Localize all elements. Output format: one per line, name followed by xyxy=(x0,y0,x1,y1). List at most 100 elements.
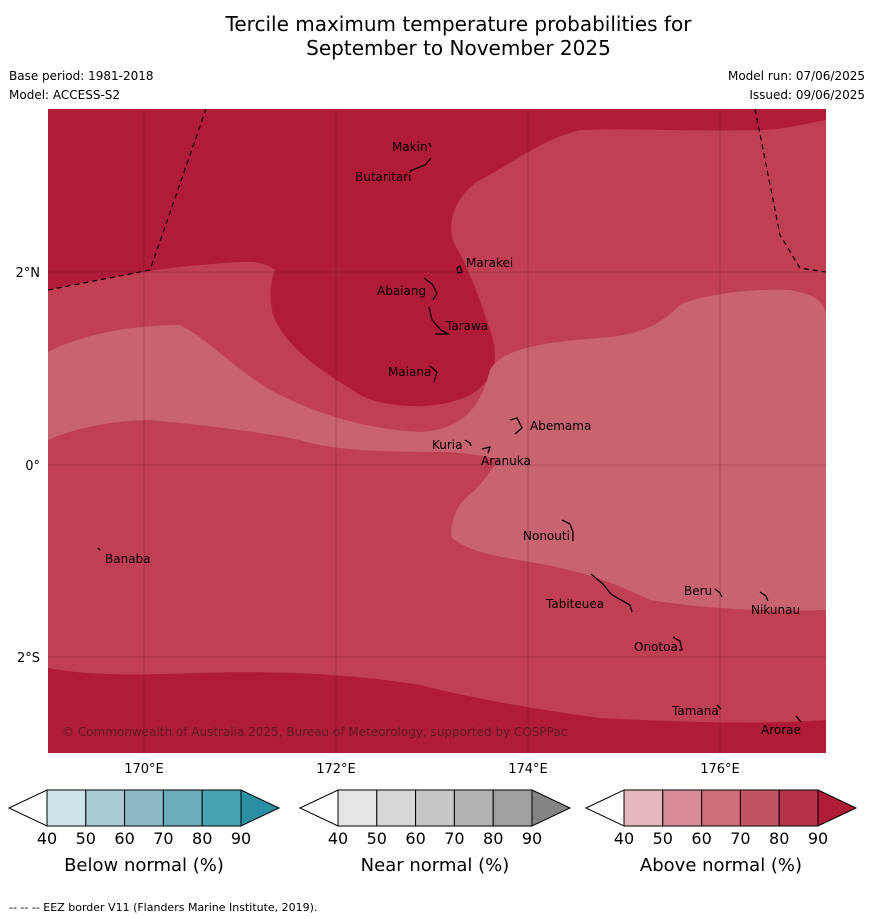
colorbar-swatch xyxy=(85,789,126,827)
label-nonouti: Nonouti xyxy=(523,529,570,543)
colorbar-swatch xyxy=(623,789,664,827)
label-aranuka: Aranuka xyxy=(481,454,531,468)
colorbar-tick: 60 xyxy=(691,829,711,848)
label-kuria: Kuria xyxy=(432,438,463,452)
colorbar-swatch xyxy=(415,789,455,827)
colorbar-tick: 80 xyxy=(192,829,212,848)
island-beru xyxy=(714,588,723,598)
colorbar-extend-low xyxy=(298,789,339,827)
colorbar-1: 40 50 60 70 80 90 Near normal (%) xyxy=(298,789,572,876)
colorbar-tick: 70 xyxy=(730,829,750,848)
label-arorae: Arorae xyxy=(761,723,801,737)
colorbar-swatch xyxy=(492,789,533,827)
label-marakei: Marakei xyxy=(466,256,513,270)
colorbar-tick: 60 xyxy=(405,829,425,848)
colorbar-swatch xyxy=(662,789,703,827)
colorbar-tick: 70 xyxy=(444,829,464,848)
lon-tick-174: 174°E xyxy=(508,762,548,777)
label-beru: Beru xyxy=(684,584,712,598)
zone-above-70-east xyxy=(451,330,826,607)
colorbar-tick: 90 xyxy=(231,829,251,848)
colorbar-swatch xyxy=(701,789,741,827)
island-makin xyxy=(428,142,432,148)
colorbar-extend-low xyxy=(7,789,48,827)
zone-above-90-south-b xyxy=(48,668,826,753)
label-makin: Makin xyxy=(392,140,428,154)
colorbar-0: 40 50 60 70 80 90 Below normal (%) xyxy=(7,789,281,876)
colorbar-tick: 80 xyxy=(769,829,789,848)
colorbars: 40 50 60 70 80 90 Below normal (%) 40 50 60 70 80 90… xyxy=(7,789,858,876)
map-figure: Makin Butaritari Marakei Abaiang Tarawa … xyxy=(7,109,858,876)
lat-tick-2n: 2°N xyxy=(16,266,41,281)
colorbar-extend-high xyxy=(240,789,281,827)
map-plot-area: Makin Butaritari Marakei Abaiang Tarawa … xyxy=(48,109,826,753)
island-butaritari xyxy=(409,157,432,172)
colorbar-title: Below normal (%) xyxy=(64,855,224,876)
model-name: Model: ACCESS-S2 xyxy=(9,88,121,102)
island-tamana xyxy=(716,704,722,710)
island-nikunau xyxy=(759,591,769,602)
colorbar-swatch xyxy=(162,789,203,827)
colorbar-extend-high xyxy=(817,789,858,827)
lat-tick-0: 0° xyxy=(25,459,40,474)
colorbar-tick: 90 xyxy=(808,829,828,848)
eez-border xyxy=(48,109,826,291)
island-kuria xyxy=(464,439,472,447)
colorbar-tick: 90 xyxy=(522,829,542,848)
lat-tick-2s: 2°S xyxy=(17,651,40,666)
eez-footnote: -- -- -- EEZ border V11 (Flanders Marine… xyxy=(9,901,318,914)
island-aranuka xyxy=(481,446,491,454)
model-run: Model run: 07/06/2025 xyxy=(727,69,865,83)
colorbar-tick: 40 xyxy=(328,829,348,848)
colorbar-swatch xyxy=(739,789,780,827)
islands xyxy=(97,142,802,723)
colorbar-tick: 50 xyxy=(653,829,673,848)
chart-title-line1: Tercile maximum temperature probabilitie… xyxy=(225,12,692,36)
label-abaiang: Abaiang xyxy=(377,284,426,298)
colorbar-swatch xyxy=(453,789,494,827)
place-labels: Makin Butaritari Marakei Abaiang Tarawa … xyxy=(105,140,801,737)
colorbar-swatch xyxy=(201,789,242,827)
island-abemama xyxy=(509,417,523,435)
grid-lines xyxy=(48,109,826,753)
copyright-credit: © Commonwealth of Australia 2025, Bureau… xyxy=(62,725,567,739)
colorbar-extend-low xyxy=(584,789,625,827)
colorbar-tick: 70 xyxy=(153,829,173,848)
colorbar-tick: 80 xyxy=(483,829,503,848)
lon-tick-170: 170°E xyxy=(124,762,164,777)
colorbar-swatch xyxy=(376,789,417,827)
colorbar-tick: 40 xyxy=(614,829,634,848)
label-maiana: Maiana xyxy=(388,365,431,379)
label-nikunau: Nikunau xyxy=(751,603,800,617)
base-period: Base period: 1981-2018 xyxy=(9,69,154,83)
colorbar-tick: 60 xyxy=(114,829,134,848)
colorbar-swatch xyxy=(46,789,87,827)
colorbar-swatch xyxy=(337,789,378,827)
label-abemama: Abemama xyxy=(530,419,591,433)
colorbar-tick: 40 xyxy=(37,829,57,848)
island-banaba xyxy=(97,547,101,551)
label-tarawa: Tarawa xyxy=(445,319,488,333)
island-onotoa xyxy=(672,636,683,651)
colorbar-title: Above normal (%) xyxy=(640,855,802,876)
issued-date: Issued: 09/06/2025 xyxy=(749,88,865,102)
zone-above-90-north xyxy=(48,109,826,407)
island-nonouti xyxy=(561,519,574,541)
island-tarawa xyxy=(428,306,451,335)
colorbar-title: Near normal (%) xyxy=(361,855,510,876)
colorbar-tick: 50 xyxy=(367,829,387,848)
label-butaritari: Butaritari xyxy=(355,170,412,184)
colorbar-tick: 50 xyxy=(76,829,96,848)
label-tabiteuea: Tabiteuea xyxy=(545,597,604,611)
lon-tick-176: 176°E xyxy=(700,762,740,777)
chart-title-line2: September to November 2025 xyxy=(306,36,611,60)
island-arorae xyxy=(795,715,802,723)
island-abaiang xyxy=(423,277,438,301)
chart-title: Tercile maximum temperature probabilitie… xyxy=(0,12,873,60)
lon-tick-172: 172°E xyxy=(316,762,356,777)
colorbar-swatch xyxy=(124,789,164,827)
island-maiana xyxy=(429,365,438,383)
label-banaba: Banaba xyxy=(105,552,151,566)
island-marakei xyxy=(456,264,463,274)
colorbar-2: 40 50 60 70 80 90 Above normal (%) xyxy=(584,789,858,876)
